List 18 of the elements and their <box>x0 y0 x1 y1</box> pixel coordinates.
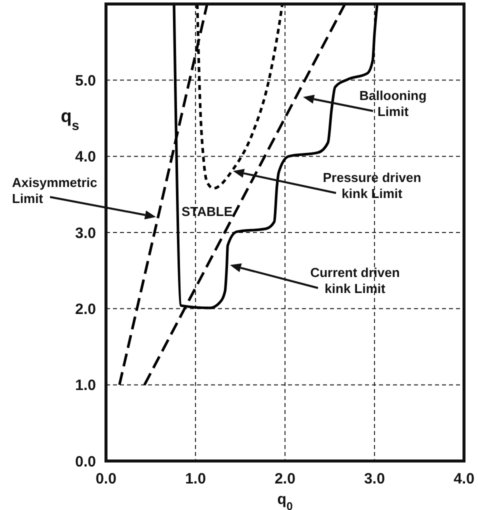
x-tick-label: 3.0 <box>364 470 385 488</box>
y-tick-label: 2.0 <box>75 300 96 318</box>
y-axis-title: q$_{s}$ <box>60 106 80 132</box>
y-tick-label: 5.0 <box>75 72 96 90</box>
y-tick-label: 3.0 <box>75 224 96 242</box>
annotation: Ballooning Limit <box>359 88 427 119</box>
annotation: Pressure driven kink Limit <box>322 170 422 201</box>
text: Axisymmetric Limit <box>12 175 98 206</box>
x-tick-label: 1.0 <box>185 470 206 488</box>
annotation: STABLE <box>181 204 233 219</box>
x-axis-title: q$_{0}$ <box>277 491 293 510</box>
annotation: Current driven kink Limit <box>310 265 400 296</box>
y-tick-label: 1.0 <box>75 377 96 394</box>
y-tick-label: 4.0 <box>75 148 96 166</box>
x-tick-label: 2.0 <box>274 470 296 488</box>
x-tick-label: 4.0 <box>454 470 474 488</box>
x-tick-label: 0.0 <box>96 470 116 488</box>
y-tick-label: 0.0 <box>75 453 96 470</box>
